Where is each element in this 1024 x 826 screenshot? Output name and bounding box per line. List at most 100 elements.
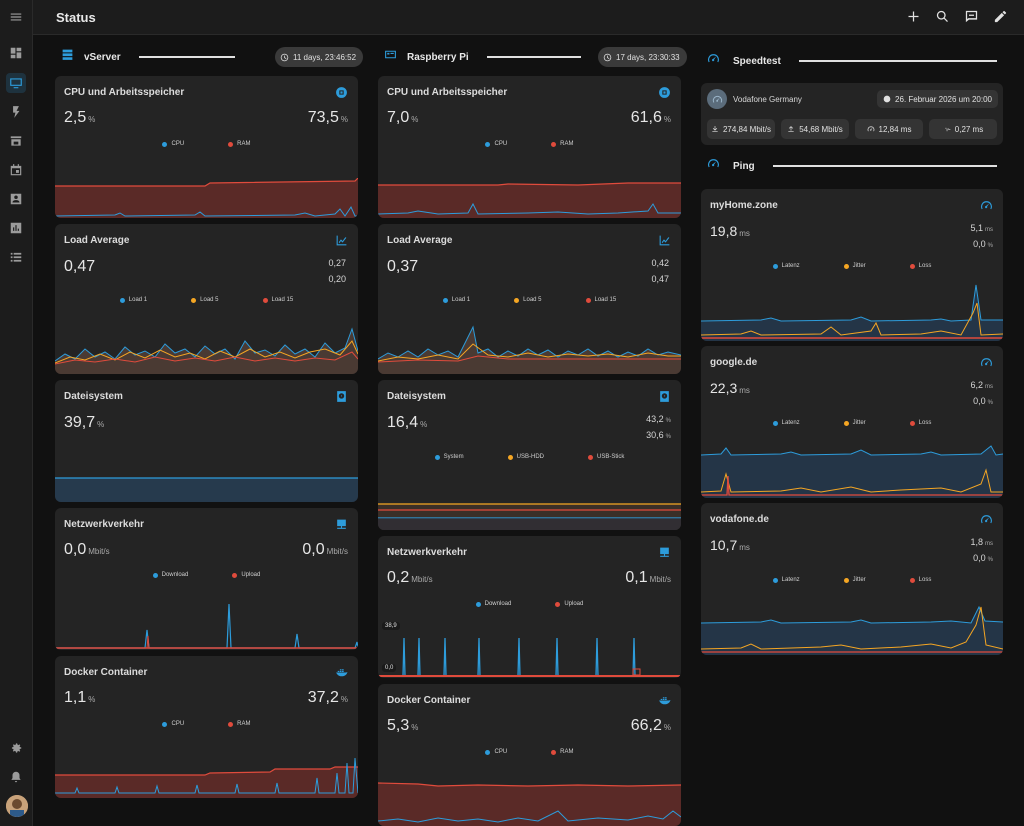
legend: Latenz Jitter Loss xyxy=(701,420,1003,426)
legend: Load 1 Load 5 Load 15 xyxy=(378,297,681,303)
clock-icon xyxy=(280,53,289,61)
raspi-network-card[interactable]: Netzwerkverkehr 0,2 Mbit/s 0,1 Mbit/s Down… xyxy=(378,536,681,678)
vserver-header: vServer xyxy=(61,47,271,67)
ram-value: 73,5% xyxy=(307,109,348,126)
chart-box-icon[interactable] xyxy=(6,218,26,238)
legend: System USB-HDD USB-Stick xyxy=(378,454,681,460)
latency-value: 19,8 ms xyxy=(710,223,750,239)
download-icon xyxy=(712,126,718,132)
vserver-docker-card[interactable]: Docker Container 1,1% 37,2% CPU RAM xyxy=(55,656,358,798)
ram-value: 61,6% xyxy=(630,109,671,126)
load-chart xyxy=(55,319,358,374)
server-icon xyxy=(61,48,74,66)
ram-value: 37,2% xyxy=(307,689,348,706)
raspi-docker-card[interactable]: Docker Container 5,3% 66,2% CPU RAM xyxy=(378,684,681,826)
network-icon xyxy=(658,546,671,559)
raspi-fs-card[interactable]: Dateisystem 16,4% 43,2% 30,6% System USB… xyxy=(378,380,681,530)
lightning-icon[interactable] xyxy=(6,102,26,122)
vserver-name: vServer xyxy=(84,51,121,63)
ping-card-google[interactable]: google.de 22,3 ms 6,2 ms 0,0% Latenz Jitte… xyxy=(701,346,1003,498)
card-title: Dateisystem xyxy=(387,391,446,402)
load15-value: 0,20 xyxy=(328,274,346,284)
card-title: Netzwerkverkehr xyxy=(387,547,468,558)
header-divider xyxy=(772,165,997,167)
raspi-cpu-ram-card[interactable]: CPU und Arbeitsspeicher 7,0% 61,6% CPU R… xyxy=(378,76,681,218)
gear-icon[interactable] xyxy=(6,738,26,758)
account-box-icon[interactable] xyxy=(6,189,26,209)
menu-icon[interactable] xyxy=(6,7,26,27)
fs-value: 39,7% xyxy=(64,414,105,431)
network-chart xyxy=(55,600,358,650)
ping-header: Ping xyxy=(707,156,997,176)
cpu-ram-chart xyxy=(378,178,681,218)
speedometer-icon xyxy=(980,356,993,369)
cpu-value: 7,0% xyxy=(387,109,419,126)
ping-chart xyxy=(701,597,1003,655)
ping-card-vodafone[interactable]: vodafone.de 10,7 ms 1,8 ms 0,0% Latenz Jit… xyxy=(701,503,1003,655)
calendar-icon[interactable] xyxy=(6,160,26,180)
fs-chart xyxy=(378,502,681,530)
card-title: Load Average xyxy=(387,235,453,246)
system-value: 16,4% xyxy=(387,414,428,431)
chart-line-icon xyxy=(335,234,348,247)
dashboard-icon[interactable] xyxy=(6,43,26,63)
harddisk-icon xyxy=(658,390,671,403)
card-title: vodafone.de xyxy=(710,514,769,525)
ram-value: 66,2% xyxy=(630,717,671,734)
raspi-name: Raspberry Pi xyxy=(407,51,469,63)
store-icon[interactable] xyxy=(6,131,26,151)
card-title: Dateisystem xyxy=(64,391,123,402)
avatar[interactable] xyxy=(6,795,28,817)
loss-value: 0,0% xyxy=(973,553,993,563)
vserver-fs-card[interactable]: Dateisystem 39,7% xyxy=(55,380,358,502)
docker-chart xyxy=(378,781,681,826)
speedometer-icon xyxy=(980,513,993,526)
raspberry-pi-icon xyxy=(384,48,397,66)
harddisk-icon xyxy=(335,390,348,403)
speedtest-date-badge: 26. Februar 2026 um 20:00 xyxy=(877,90,998,108)
sidebar xyxy=(0,0,33,826)
cpu-value: 1,1% xyxy=(64,689,96,706)
monitor-icon[interactable] xyxy=(6,73,26,93)
bell-icon[interactable] xyxy=(6,767,26,787)
add-icon[interactable] xyxy=(906,9,923,26)
cpu-value: 2,5% xyxy=(64,109,96,126)
jitter-value: 6,2 ms xyxy=(970,380,993,390)
load5-value: 0,42 xyxy=(651,258,669,268)
fs-chart xyxy=(55,476,358,502)
raspi-header: Raspberry Pi xyxy=(384,47,594,67)
edit-icon[interactable] xyxy=(993,9,1010,26)
network-chart xyxy=(378,633,681,678)
vserver-network-card[interactable]: Netzwerkverkehr 0,0 Mbit/s 0,0 Mbit/s Down… xyxy=(55,508,358,650)
speedometer-icon xyxy=(980,199,993,212)
loss-value: 0,0% xyxy=(973,239,993,249)
page-title: Status xyxy=(56,10,96,25)
assist-icon[interactable] xyxy=(964,9,981,26)
cpu-value: 5,3% xyxy=(387,717,419,734)
jitter-stat: 0,27 ms xyxy=(929,119,997,139)
speedtest-card[interactable]: Vodafone Germany 26. Februar 2026 um 20:… xyxy=(701,83,1003,145)
legend: Download Upload xyxy=(55,572,358,578)
raspi-load-card[interactable]: Load Average 0,37 0,42 0,47 Load 1 Load … xyxy=(378,224,681,374)
upload-stat: 54,68 Mbit/s xyxy=(781,119,849,139)
load1-value: 0,37 xyxy=(387,258,419,275)
card-title: Netzwerkverkehr xyxy=(64,519,145,530)
list-icon[interactable] xyxy=(6,247,26,267)
card-title: CPU und Arbeitsspeicher xyxy=(387,87,508,98)
header-divider xyxy=(138,56,235,58)
speedometer-icon xyxy=(707,52,720,70)
load-chart xyxy=(378,319,681,374)
search-icon[interactable] xyxy=(935,9,952,26)
ping-title: Ping xyxy=(733,160,755,172)
header-divider xyxy=(798,60,997,62)
vserver-cpu-ram-card[interactable]: CPU und Arbeitsspeicher 2,5% 73,5% CPU R… xyxy=(55,76,358,218)
ping-card-myhome[interactable]: myHome.zone 19,8 ms 5,1 ms 0,0% Latenz Jit… xyxy=(701,189,1003,341)
vserver-load-card[interactable]: Load Average 0,47 0,27 0,20 Load 1 Load … xyxy=(55,224,358,374)
legend: CPU RAM xyxy=(55,141,358,147)
raspi-uptime-badge: 17 days, 23:30:33 xyxy=(598,47,687,67)
latency-value: 10,7 ms xyxy=(710,537,750,553)
legend: Download Upload xyxy=(378,601,681,607)
jitter-value: 1,8 ms xyxy=(970,537,993,547)
vserver-uptime: 11 days, 23:46:52 xyxy=(293,52,357,62)
cpu-ram-chart xyxy=(55,178,358,218)
